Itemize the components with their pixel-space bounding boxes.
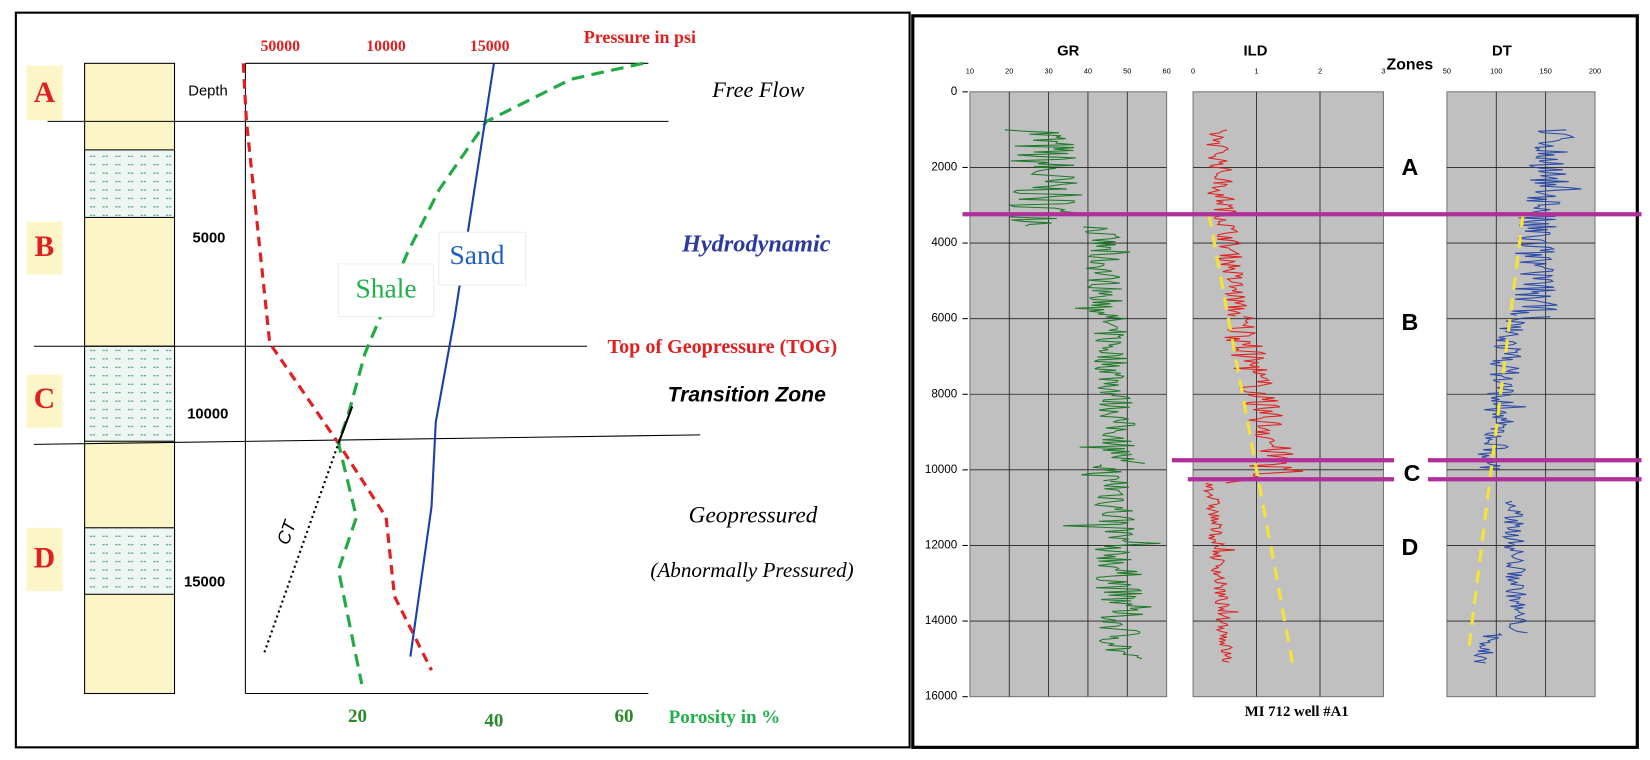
track-tick: 1 <box>1254 67 1258 76</box>
zone-box <box>26 221 63 275</box>
porosity-tick: 20 <box>348 706 367 727</box>
depth-tick: 8000 <box>931 387 957 400</box>
track-title: DT <box>1492 44 1512 60</box>
zone-letter: A <box>34 77 56 109</box>
zones-label: Zones <box>1387 57 1434 74</box>
depth-tick: 2000 <box>931 161 957 174</box>
depth-tick: 14000 <box>925 614 957 627</box>
shale-label: Shale <box>356 274 417 304</box>
depth-tick: 12000 <box>925 539 957 552</box>
log-trace <box>1063 480 1161 660</box>
shale-curve <box>336 61 644 685</box>
track-tick: 0 <box>1191 67 1195 76</box>
zone-letter: B <box>1402 309 1419 335</box>
pressure-tick: 50000 <box>260 38 300 55</box>
panel-border <box>14 11 911 749</box>
log-trace <box>1526 129 1582 217</box>
track-tick: 50 <box>1123 67 1131 76</box>
log-curves <box>1004 129 1582 664</box>
label-box <box>337 263 435 318</box>
depth-label: Depth <box>188 84 227 100</box>
trend-line <box>1207 213 1295 664</box>
shale-layer <box>84 527 176 595</box>
track-tick: 40 <box>1084 67 1092 76</box>
log-trace <box>1202 482 1239 663</box>
regime-label: Top of Geopressure (TOG) <box>608 336 838 358</box>
depth-tick: 16000 <box>925 690 957 703</box>
sand-label: Sand <box>450 240 505 270</box>
pressure-diagram: A B C D Depth 5000 10000 15000 50000 100… <box>14 11 911 749</box>
depth-tick: 0 <box>951 85 957 98</box>
regime-label: (Abnormally Pressured) <box>650 558 853 582</box>
track-tick: 20 <box>1005 67 1013 76</box>
zone-box <box>26 374 63 428</box>
zone-letter: C <box>1404 460 1421 486</box>
regime-label: Free Flow <box>711 77 804 102</box>
track-tick: 100 <box>1490 67 1502 76</box>
label-box <box>438 231 527 286</box>
depth-tick: 15000 <box>184 575 225 591</box>
zone-box <box>26 527 63 592</box>
porosity-label: Porosity in % <box>669 707 781 728</box>
zone-letter: C <box>34 383 55 415</box>
zone-box <box>26 65 63 121</box>
log-trace <box>1510 215 1558 316</box>
log-trace <box>1206 129 1247 317</box>
depth-tick: 10000 <box>187 407 228 423</box>
shale-layer <box>84 345 176 442</box>
panel-border <box>911 14 1639 749</box>
pressure-tick: 15000 <box>470 38 510 55</box>
track-tick: 3 <box>1381 67 1385 76</box>
depth-tick: 10000 <box>925 463 957 476</box>
track-title: ILD <box>1244 44 1268 60</box>
trend-line <box>1466 214 1525 655</box>
boundary-line <box>33 434 701 445</box>
track-tick: 30 <box>1044 67 1052 76</box>
log-trace <box>1473 632 1503 664</box>
pressure-label: Pressure in psi <box>584 27 696 47</box>
zone-letter: A <box>1402 154 1419 180</box>
regime-label: Transition Zone <box>668 383 826 406</box>
log-trace <box>1004 129 1083 227</box>
regime-label: Hydrodynamic <box>681 231 831 258</box>
porosity-tick: 40 <box>484 710 503 731</box>
log-trace <box>1081 464 1122 482</box>
tracks: 10 20 30 40 50 60 0 1 2 3 50 100 150 2000200040006000… <box>925 67 1601 703</box>
shale-layer <box>84 149 176 218</box>
log-trace <box>1224 316 1294 470</box>
log-trace <box>1075 226 1145 464</box>
log-trace <box>1501 500 1529 634</box>
track-title: GR <box>1057 44 1080 60</box>
track-tick: 2 <box>1318 67 1322 76</box>
ct-line <box>337 406 354 444</box>
depth-tick: 6000 <box>931 312 957 325</box>
pressure-tick: 10000 <box>366 38 406 55</box>
track-tick: 50 <box>1443 67 1451 76</box>
track-tick: 10 <box>966 67 974 76</box>
zone-letter: D <box>34 542 55 574</box>
depth-tick: 5000 <box>193 230 226 246</box>
well-log: GR ILD DT Zones 10 20 30 40 50 60 0 1 2 3 50 100 150… <box>911 14 1642 749</box>
caption: MI 712 well #A1 <box>1245 704 1349 720</box>
depth-tick: 4000 <box>931 236 957 249</box>
ct-line <box>263 442 340 653</box>
zone-letter: D <box>1402 534 1419 560</box>
track-tick: 200 <box>1589 67 1601 76</box>
regime-label: Geopressured <box>689 503 818 529</box>
track-tick: 60 <box>1163 67 1171 76</box>
zone-boxes: A B C D <box>26 65 63 592</box>
porosity-tick: 60 <box>615 706 634 727</box>
zone-letter: B <box>35 231 55 263</box>
track-tick: 150 <box>1539 67 1551 76</box>
